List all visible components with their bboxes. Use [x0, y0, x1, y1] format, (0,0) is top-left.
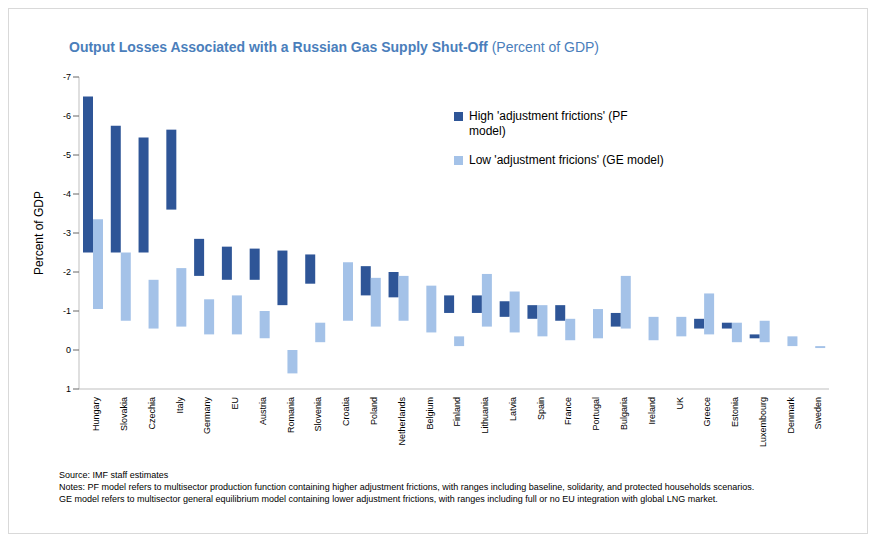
svg-text:-7: -7 [63, 72, 71, 82]
svg-text:France: France [564, 397, 574, 425]
svg-text:Austria: Austria [258, 397, 268, 425]
html-text:GE model refers to multisector: GE model refers to multisector general e… [59, 494, 718, 504]
html-text:Output Losses Associated with: Output Losses Associated with a Russian … [69, 39, 599, 55]
svg-text:Lithuania: Lithuania [480, 397, 490, 434]
svg-text:Percent of GDP: Percent of GDP [32, 191, 46, 275]
svg-text:Spain: Spain [536, 397, 546, 420]
svg-text:Denmark: Denmark [786, 397, 796, 434]
svg-text:0: 0 [66, 345, 71, 355]
svg-text:Portugal: Portugal [591, 397, 601, 431]
svg-text:Italy: Italy [175, 397, 185, 414]
svg-text:Sweden: Sweden [814, 397, 824, 430]
svg-text:Bulgaria: Bulgaria [619, 397, 629, 430]
svg-text:Latvia: Latvia [508, 397, 518, 421]
svg-text:Czechia: Czechia [147, 397, 157, 430]
html-text:Notes: PF model refers to mult: Notes: PF model refers to multisector pr… [59, 482, 755, 492]
svg-text:-5: -5 [63, 150, 71, 160]
svg-text:-4: -4 [63, 189, 71, 199]
svg-text:Estonia: Estonia [730, 397, 740, 427]
html-text:Low 'adjustment fricions' (GE: Low 'adjustment fricions' (GE model) [469, 153, 664, 167]
svg-text:Greece: Greece [702, 397, 712, 427]
svg-text:1: 1 [66, 384, 71, 394]
svg-text:Croatia: Croatia [341, 397, 351, 426]
svg-text:-1: -1 [63, 306, 71, 316]
svg-text:Germany: Germany [202, 397, 212, 435]
svg-text:Finland: Finland [452, 397, 462, 427]
svg-text:Netherlands: Netherlands [397, 397, 407, 446]
svg-text:EU: EU [230, 397, 240, 410]
svg-text:Romania: Romania [286, 397, 296, 433]
html-text:High 'adjustment frictions' (P: High 'adjustment frictions' (PF model) [469, 109, 628, 138]
svg-text:Hungary: Hungary [91, 397, 101, 432]
svg-text:UK: UK [675, 397, 685, 410]
html-text:Source: IMF staff estimates: Source: IMF staff estimates [59, 470, 169, 480]
svg-text:Ireland: Ireland [647, 397, 657, 425]
svg-text:Belgium: Belgium [425, 397, 435, 430]
svg-text:-2: -2 [63, 267, 71, 277]
svg-text:-3: -3 [63, 228, 71, 238]
svg-text:-6: -6 [63, 111, 71, 121]
svg-text:Slovakia: Slovakia [119, 397, 129, 431]
svg-text:Slovenia: Slovenia [314, 397, 324, 432]
svg-text:Luxembourg: Luxembourg [758, 397, 768, 447]
svg-text:Poland: Poland [369, 397, 379, 425]
